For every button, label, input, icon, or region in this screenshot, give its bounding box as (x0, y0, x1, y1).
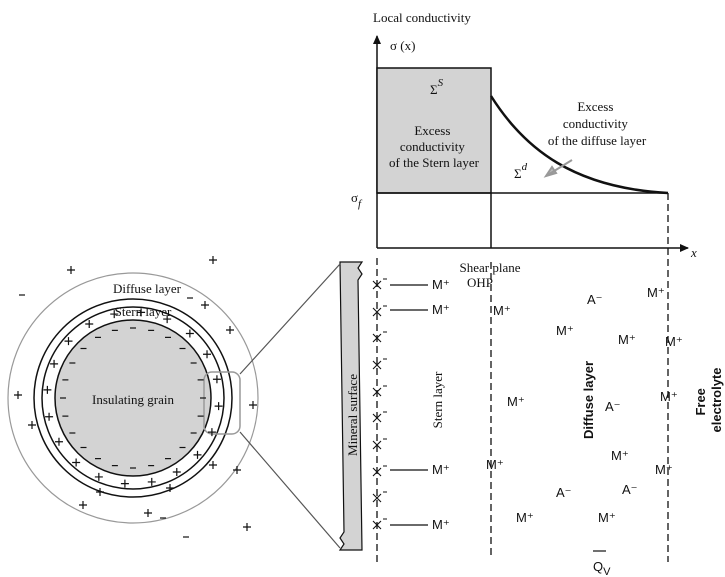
surface-charge (373, 412, 387, 422)
ion: M⁺ (507, 394, 525, 409)
ion: A⁻ (622, 482, 638, 497)
zoom-line (240, 432, 340, 548)
ion: M⁺ (647, 285, 665, 300)
ion: A⁻ (556, 485, 572, 500)
ion: M⁺ (486, 457, 504, 472)
plus-sign (96, 488, 104, 496)
grain-label: Insulating grain (92, 392, 174, 407)
sigma-f: σf (351, 190, 363, 210)
plus-sign (201, 301, 209, 309)
plus-sign (28, 421, 36, 429)
ion: M⁺ (516, 510, 534, 525)
ion: M⁺ (493, 303, 511, 318)
ion: M⁺ (660, 389, 678, 404)
plus-sign (186, 329, 194, 337)
plus-sign (45, 413, 53, 421)
shear-plane-label: Shear plane (459, 260, 520, 275)
ion: M⁺ (432, 302, 450, 317)
ions: M⁺ M⁺ M⁺ M⁺ M⁺ A⁻ M⁺ M⁺ M⁺ M⁺ M⁺ A⁻ M⁺ M⁺ M⁺ M⁺ A⁻ A⁻ M⁺ M⁺ (432, 277, 683, 532)
diffuse-symbol: Σd (514, 161, 528, 181)
plus-sign (121, 480, 129, 488)
plus-sign (43, 386, 51, 394)
ion: A⁻ (587, 292, 603, 307)
ohp-label: OHP (467, 275, 493, 290)
plus-sign (67, 266, 75, 274)
surface-charge (373, 386, 387, 396)
y-axis-label: σ (x) (390, 38, 415, 53)
plus-sign (148, 478, 156, 486)
ion: M⁺ (432, 277, 450, 292)
plus-sign (64, 337, 72, 345)
plus-sign (233, 466, 241, 474)
surface-charge (373, 466, 387, 476)
stern-layer-label: Stern layer (430, 371, 445, 428)
plus-sign (95, 473, 103, 481)
plus-sign (14, 391, 22, 399)
plus-sign (208, 428, 216, 436)
ion: M⁺ (618, 332, 636, 347)
plus-sign (243, 523, 251, 531)
charge-label: QV (593, 559, 611, 577)
diffuse-text: Excess conductivity of the diffuse layer (548, 99, 647, 148)
surface-charge (373, 359, 387, 369)
plus-sign (215, 402, 223, 410)
diagram: Local conductivity σ (x) x ΣS Excess con… (0, 0, 725, 577)
ion: M⁺ (556, 323, 574, 338)
surface-charge (373, 332, 387, 342)
free-electrolyte-label: Free electrolyte (693, 367, 724, 432)
plus-sign (194, 451, 202, 459)
ion: A⁻ (605, 399, 621, 414)
ion: M⁺ (598, 510, 616, 525)
plus-sign (209, 461, 217, 469)
surface-charge (373, 492, 387, 502)
plus-sign (203, 350, 211, 358)
ion: M⁺ (432, 517, 450, 532)
plus-sign (50, 360, 58, 368)
ion: M⁺ (665, 334, 683, 349)
plot-title: Local conductivity (373, 10, 471, 25)
zoom-line (240, 264, 340, 374)
plus-sign (209, 256, 217, 264)
ion: M⁺ (432, 462, 450, 477)
ion: M⁺ (611, 448, 629, 463)
plus-sign (173, 468, 181, 476)
ion: M⁺ (655, 462, 673, 477)
surface-charge (373, 519, 387, 529)
grain-diffuse-label: Diffuse layer (113, 281, 182, 296)
surface-charge (373, 439, 387, 449)
x-axis-label: x (690, 245, 697, 260)
surface-charge (373, 306, 387, 316)
plus-sign (85, 320, 93, 328)
plus-sign (213, 375, 221, 383)
plus-sign (226, 326, 234, 334)
plus-sign (55, 438, 63, 446)
plus-sign (79, 501, 87, 509)
mineral-surface-label: Mineral surface (345, 374, 360, 456)
diffuse-layer-label: Diffuse layer (581, 361, 596, 439)
surface-charge (373, 279, 387, 289)
plus-sign (72, 459, 80, 467)
plus-sign (144, 509, 152, 517)
grain-stern-label: Stern layer (115, 304, 172, 319)
plus-sign (249, 401, 257, 409)
